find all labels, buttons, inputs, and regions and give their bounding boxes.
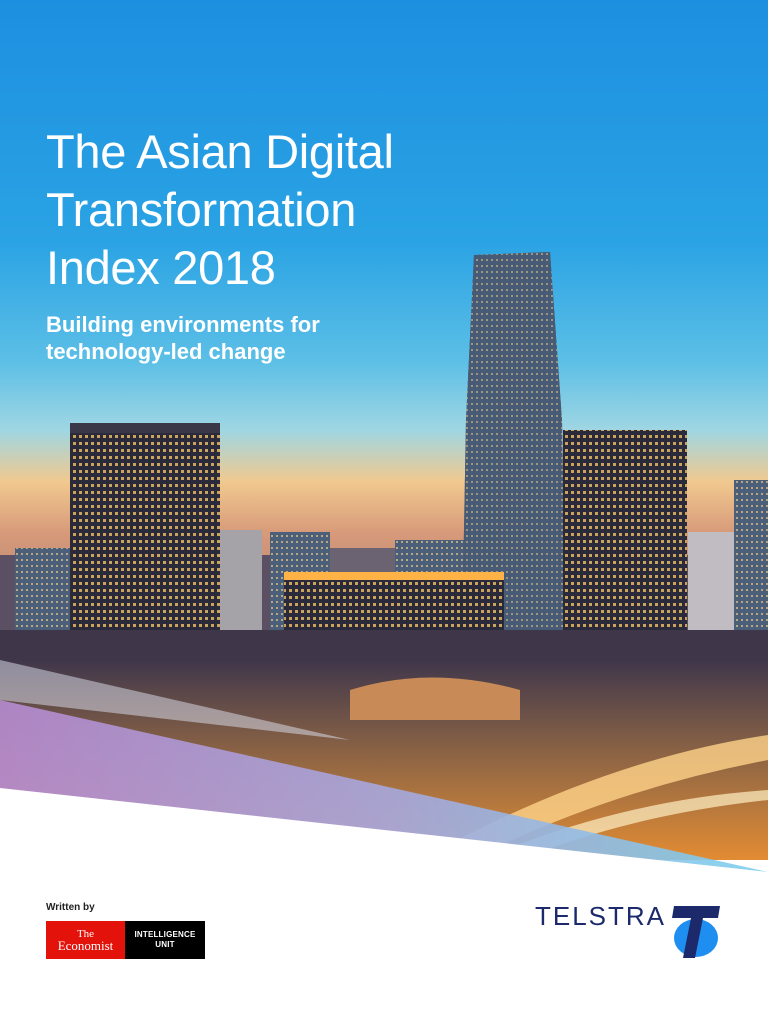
intelligence-unit-logo: INTELLIGENCE UNIT [125, 921, 205, 959]
title-line-3: Index 2018 [46, 241, 276, 294]
telstra-t-icon [672, 906, 720, 958]
economist-logo-the: The [76, 928, 95, 940]
report-title: The Asian Digital Transformation Index 2… [46, 123, 394, 297]
unit-label: UNIT [155, 940, 175, 949]
title-line-1: The Asian Digital [46, 125, 394, 178]
subtitle-line-1: Building environments for [46, 312, 320, 337]
telstra-wordmark: TELSTRA [535, 901, 667, 931]
subtitle-line-2: technology-led change [46, 339, 286, 364]
intelligence-label: INTELLIGENCE [134, 930, 196, 939]
written-by-label: Written by [46, 902, 95, 913]
report-subtitle: Building environments for technology-led… [46, 311, 320, 365]
title-line-2: Transformation [46, 183, 357, 236]
economist-logo-red: The Economist [46, 921, 125, 959]
economist-logo-word: Economist [57, 938, 114, 953]
economist-intelligence-unit-logo: The Economist INTELLIGENCE UNIT [46, 921, 205, 959]
